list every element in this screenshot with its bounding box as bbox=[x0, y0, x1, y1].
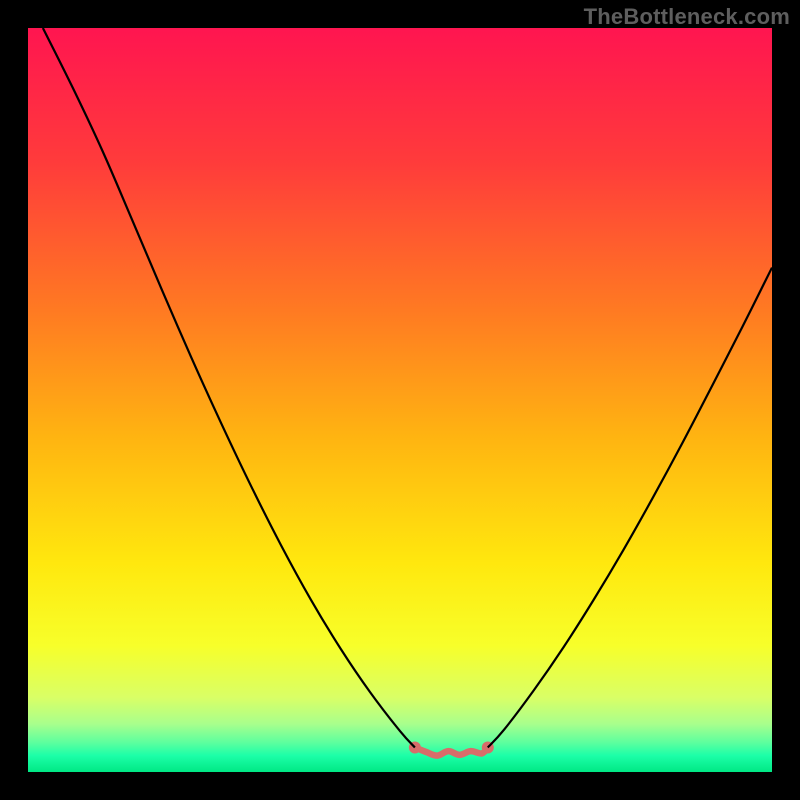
left-bottleneck-curve bbox=[43, 28, 415, 747]
chart-frame: TheBottleneck.com bbox=[0, 0, 800, 800]
plot-area bbox=[28, 28, 772, 772]
right-bottleneck-curve bbox=[488, 268, 772, 748]
flat-optimal-segment bbox=[415, 747, 488, 755]
watermark-text: TheBottleneck.com bbox=[584, 4, 790, 30]
curves-layer bbox=[28, 28, 772, 772]
